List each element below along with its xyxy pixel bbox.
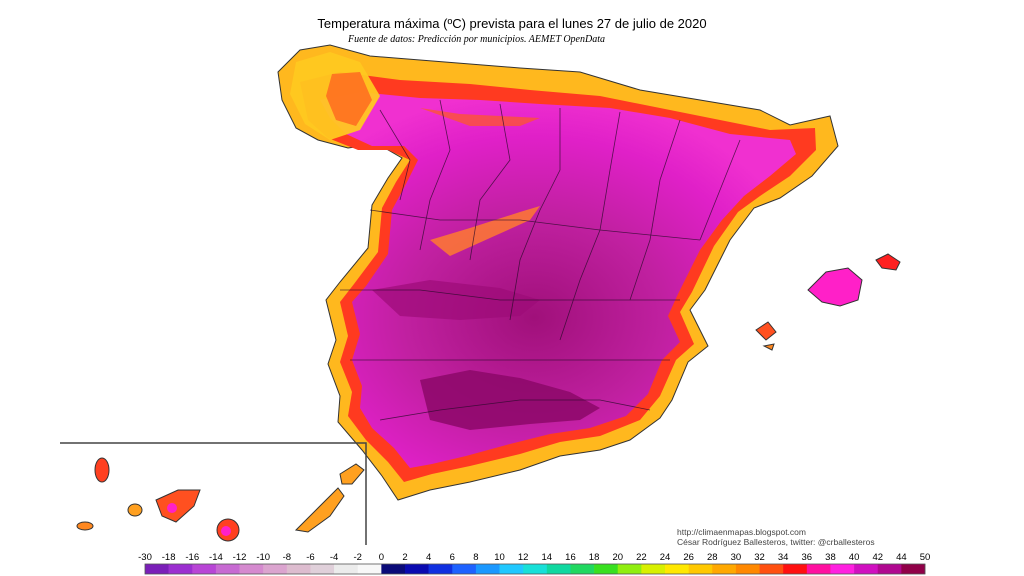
ibiza <box>755 321 777 341</box>
legend-swatch <box>759 564 784 574</box>
legend-swatch <box>334 564 359 574</box>
legend-swatch <box>145 564 169 574</box>
legend-tick-label: -10 <box>256 552 270 563</box>
hot-patch-south <box>420 370 600 430</box>
legend-swatch <box>499 564 524 574</box>
legend-tick-label: 40 <box>849 552 860 563</box>
province-lines <box>340 99 741 421</box>
la-gomera <box>127 503 143 517</box>
legend-tick-label: -30 <box>138 552 152 563</box>
la-palma <box>94 457 110 483</box>
legend-swatch <box>688 564 713 574</box>
galicia-inner <box>326 72 372 126</box>
map-title: Temperatura máxima (ºC) prevista para el… <box>317 16 707 31</box>
legend-tick-label: -8 <box>283 552 291 563</box>
legend-tick-label: 8 <box>473 552 478 563</box>
legend-tick-label: 10 <box>494 552 505 563</box>
legend-swatch <box>901 564 926 574</box>
legend-swatch <box>546 564 571 574</box>
legend-swatch <box>594 564 619 574</box>
legend-tick-label: 4 <box>426 552 431 563</box>
cool-streak-north <box>420 108 540 126</box>
legend-swatch <box>381 564 406 574</box>
legend-tick-label: 18 <box>589 552 600 563</box>
legend-swatch <box>641 564 666 574</box>
legend-tick-label: 30 <box>731 552 742 563</box>
legend-tick-label: 34 <box>778 552 789 563</box>
legend-swatch <box>428 564 453 574</box>
legend-tick-label: 42 <box>872 552 883 563</box>
legend-tick-label: -14 <box>209 552 223 563</box>
legend-swatch <box>263 564 288 574</box>
legend-swatch <box>665 564 689 574</box>
legend-tick-label: 32 <box>754 552 765 563</box>
legend-swatch <box>735 564 760 574</box>
legend-border <box>144 563 926 575</box>
legend-swatch <box>570 564 595 574</box>
legend-tick-label: 22 <box>636 552 647 563</box>
legend-swatch <box>405 564 429 574</box>
legend-tick-label: 20 <box>612 552 623 563</box>
legend-tick-label: -16 <box>185 552 199 563</box>
legend-swatch <box>523 564 548 574</box>
legend-swatch <box>806 564 831 574</box>
credits-url: http://climaenmapas.blogspot.com <box>677 527 806 537</box>
legend-tick-label: 28 <box>707 552 718 563</box>
legend-swatch <box>310 564 335 574</box>
tenerife <box>155 489 201 523</box>
legend-tick-label: 14 <box>542 552 553 563</box>
legend-tick-label: 16 <box>565 552 576 563</box>
fuerteventura <box>294 487 345 533</box>
formentera <box>762 343 775 351</box>
legend-tick-label: -2 <box>354 552 362 563</box>
gran-canaria-core <box>221 526 231 536</box>
temperature-map <box>60 44 901 545</box>
legend-tick-label: -18 <box>162 552 176 563</box>
lanzarote <box>339 463 365 485</box>
legend-swatch <box>452 564 477 574</box>
legend-tick-label: 26 <box>683 552 694 563</box>
legend-swatch <box>357 564 382 574</box>
balearic-islands <box>755 253 901 351</box>
legend-swatch <box>192 564 217 574</box>
peninsula <box>277 44 839 501</box>
map-subtitle: Fuente de datos: Predicción por municipi… <box>348 34 605 45</box>
legend-tick-label: -4 <box>330 552 338 563</box>
mallorca <box>807 267 863 307</box>
credits: http://climaenmapas.blogspot.com César R… <box>677 527 875 547</box>
legend-tick-label: -12 <box>233 552 247 563</box>
legend-swatch <box>854 564 879 574</box>
legend-swatch <box>168 564 193 574</box>
legend-swatch <box>215 564 240 574</box>
legend-tick-label: 2 <box>402 552 407 563</box>
peninsula-interior <box>320 92 796 468</box>
legend-swatch <box>830 564 855 574</box>
legend-tick-label: 50 <box>920 552 931 563</box>
legend-tick-label: 44 <box>896 552 907 563</box>
legend-swatch <box>877 564 902 574</box>
legend-tick-label: 12 <box>518 552 529 563</box>
legend-swatch <box>239 564 264 574</box>
credits-author: César Rodríguez Ballesteros, twitter: @c… <box>677 537 875 547</box>
cool-streak-central <box>430 206 540 256</box>
legend-swatch <box>617 564 642 574</box>
legend-tick-label: 6 <box>450 552 455 563</box>
legend-swatch <box>286 564 311 574</box>
legend-tick-label: -6 <box>306 552 314 563</box>
legend-tick-label: 36 <box>802 552 813 563</box>
legend-tick-label: 38 <box>825 552 836 563</box>
menorca <box>875 253 901 271</box>
tenerife-peak <box>167 503 177 513</box>
canary-inset <box>60 442 367 545</box>
legend-swatch <box>475 564 500 574</box>
el-hierro <box>76 521 94 531</box>
legend-swatch <box>712 564 737 574</box>
legend-swatch <box>783 564 808 574</box>
inset-border <box>60 442 367 545</box>
legend-tick-label: 24 <box>660 552 671 563</box>
color-legend: -30 -18 -16 -14 -12 -10 -8 -6 -4 -2 0 2 4 6 8 10 12 14 16 1… <box>138 552 931 575</box>
legend-tick-label: 0 <box>379 552 384 563</box>
